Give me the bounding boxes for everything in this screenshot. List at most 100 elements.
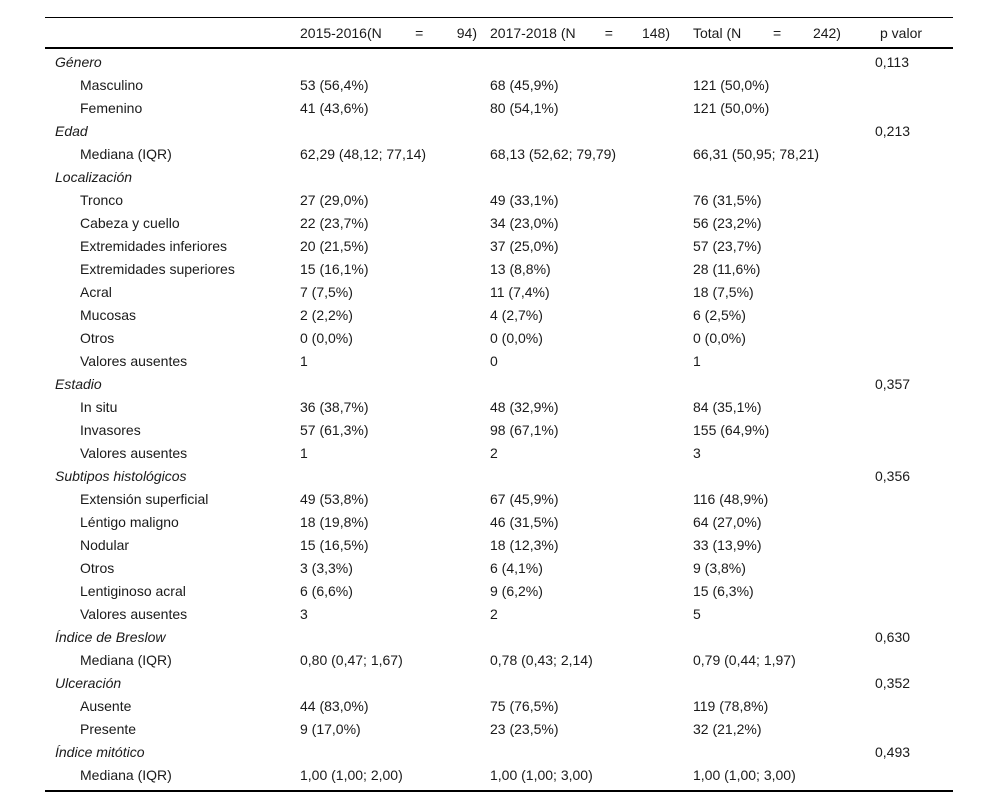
table-row: Otros 0 (0,0%) 0 (0,0%) 0 (0,0%) (45, 326, 953, 349)
cell-2017-2018: 1,00 (1,00; 3,00) (490, 766, 593, 783)
row-label: Edad (55, 122, 88, 139)
cell-2015-2016: 20 (21,5%) (300, 237, 369, 254)
row-label: Índice mitótico (55, 743, 145, 760)
table-header: 2015-2016(N = 94) 2017-2018 (N = 148) To… (45, 17, 953, 49)
cell-total: 121 (50,0%) (693, 99, 770, 116)
cell-2017-2018: 2 (490, 444, 498, 461)
table-row: Otros 3 (3,3%) 6 (4,1%) 9 (3,8%) (45, 556, 953, 579)
row-label: Género (55, 53, 102, 70)
cell-2015-2016: 27 (29,0%) (300, 191, 369, 208)
cell-2015-2016: 53 (56,4%) (300, 76, 369, 93)
cell-2015-2016: 41 (43,6%) (300, 99, 369, 116)
cell-2017-2018: 75 (76,5%) (490, 697, 559, 714)
cell-p-value: 0,630 (875, 628, 911, 645)
cell-2015-2016: 7 (7,5%) (300, 283, 353, 300)
row-label: Ausente (80, 697, 132, 714)
cell-2015-2016: 36 (38,7%) (300, 398, 369, 415)
cell-2017-2018: 9 (6,2%) (490, 582, 543, 599)
table-section-row: Ulceración 0,352 (45, 671, 953, 694)
table-row: Ausente 44 (83,0%) 75 (76,5%) 119 (78,8%) (45, 694, 953, 717)
row-label: Extremidades superiores (80, 260, 235, 277)
cell-total: 121 (50,0%) (693, 76, 770, 93)
row-label: Mucosas (80, 306, 137, 323)
cell-2017-2018: 68,13 (52,62; 79,79) (490, 145, 617, 162)
cell-2015-2016: 15 (16,1%) (300, 260, 369, 277)
row-label: Subtipos histológicos (55, 467, 187, 484)
table-row: Mediana (IQR) 62,29 (48,12; 77,14) 68,13 (… (45, 142, 953, 165)
table-section-row: Índice de Breslow 0,630 (45, 625, 953, 648)
row-label: Femenino (80, 99, 143, 116)
row-label: Lentiginoso acral (80, 582, 186, 599)
row-label: Mediana (IQR) (80, 145, 172, 162)
cell-2015-2016: 18 (19,8%) (300, 513, 369, 530)
cell-2017-2018: 98 (67,1%) (490, 421, 559, 438)
cell-2017-2018: 80 (54,1%) (490, 99, 559, 116)
cell-2017-2018: 23 (23,5%) (490, 720, 559, 737)
cell-2015-2016: 1 (300, 352, 308, 369)
row-label: Valores ausentes (80, 444, 188, 461)
row-label: Estadio (55, 375, 102, 392)
column-header-n: 242) (812, 24, 841, 41)
column-header-p-value: p valor (880, 24, 923, 41)
row-label: Otros (80, 329, 115, 346)
row-label: Invasores (80, 421, 141, 438)
cell-total: 15 (6,3%) (693, 582, 754, 599)
cell-total: 1 (693, 352, 701, 369)
cell-2017-2018: 0,78 (0,43; 2,14) (490, 651, 593, 668)
row-label: Cabeza y cuello (80, 214, 180, 231)
table-section-row: Estadio 0,357 (45, 372, 953, 395)
cell-2015-2016: 6 (6,6%) (300, 582, 353, 599)
row-label: Acral (80, 283, 112, 300)
row-label: In situ (80, 398, 118, 415)
cell-2017-2018: 0 (490, 352, 498, 369)
cell-2015-2016: 0,80 (0,47; 1,67) (300, 651, 403, 668)
cell-2015-2016: 3 (3,3%) (300, 559, 353, 576)
row-label: Índice de Breslow (55, 628, 166, 645)
table-row: Léntigo maligno 18 (19,8%) 46 (31,5%) 64 (2… (45, 510, 953, 533)
cell-total: 84 (35,1%) (693, 398, 762, 415)
cell-2015-2016: 3 (300, 605, 308, 622)
cell-total: 5 (693, 605, 701, 622)
cell-2017-2018: 67 (45,9%) (490, 490, 559, 507)
cell-p-value: 0,357 (875, 375, 911, 392)
column-header-n: 94) (456, 24, 477, 41)
cell-total: 28 (11,6%) (693, 260, 761, 277)
table-row: Cabeza y cuello 22 (23,7%) 34 (23,0%) 56 (2… (45, 211, 953, 234)
row-label: Presente (80, 720, 137, 737)
equals-sign: = (415, 24, 424, 41)
cell-total: 32 (21,2%) (693, 720, 762, 737)
table-section-row: Índice mitótico 0,493 (45, 740, 953, 763)
cell-2017-2018: 2 (490, 605, 498, 622)
cell-total: 6 (2,5%) (693, 306, 746, 323)
cell-total: 3 (693, 444, 701, 461)
table-section-row: Localización (45, 165, 953, 188)
cell-total: 155 (64,9%) (693, 421, 770, 438)
cell-2017-2018: 0 (0,0%) (490, 329, 543, 346)
cell-2015-2016: 0 (0,0%) (300, 329, 353, 346)
row-label: Léntigo maligno (80, 513, 179, 530)
cell-2017-2018: 46 (31,5%) (490, 513, 559, 530)
column-header-text: 2017-2018 (N (490, 24, 576, 41)
cell-2015-2016: 15 (16,5%) (300, 536, 369, 553)
cell-total: 66,31 (50,95; 78,21) (693, 145, 820, 162)
cell-total: 56 (23,2%) (693, 214, 762, 231)
cell-total: 1,00 (1,00; 3,00) (693, 766, 796, 783)
cell-2017-2018: 37 (25,0%) (490, 237, 559, 254)
table-row: Mediana (IQR) 1,00 (1,00; 2,00) 1,00 (1,00… (45, 763, 953, 786)
cell-total: 33 (13,9%) (693, 536, 762, 553)
cell-p-value: 0,352 (875, 674, 911, 691)
column-header-n: 148) (641, 24, 670, 41)
cell-total: 116 (48,9%) (693, 490, 769, 507)
row-label: Extremidades inferiores (80, 237, 228, 254)
table-section-row: Edad 0,213 (45, 119, 953, 142)
table-row: Acral 7 (7,5%) 11 (7,4%) 18 (7,5%) (45, 280, 953, 303)
table-section-row: Subtipos histológicos 0,356 (45, 464, 953, 487)
table-row: Mediana (IQR) 0,80 (0,47; 1,67) 0,78 (0,43… (45, 648, 953, 671)
cell-2017-2018: 13 (8,8%) (490, 260, 551, 277)
column-header-2017-2018: 2017-2018 (N = 148) (490, 25, 693, 41)
cell-p-value: 0,356 (875, 467, 911, 484)
cell-total: 0 (0,0%) (693, 329, 746, 346)
table-row: Valores ausentes 1 2 3 (45, 441, 953, 464)
cell-2017-2018: 48 (32,9%) (490, 398, 559, 415)
table-row: Valores ausentes 3 2 5 (45, 602, 953, 625)
